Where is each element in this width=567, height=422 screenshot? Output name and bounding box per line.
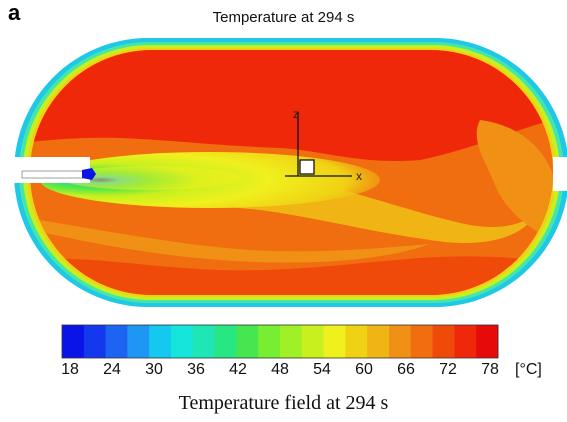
colorbar-swatch [476, 325, 499, 358]
colorbar-tick-label: 66 [397, 361, 415, 378]
warm-region-right [476, 120, 553, 240]
x-axis-label: x [356, 169, 362, 183]
colorbar-tick-label: 30 [145, 361, 163, 378]
z-axis-label: z [293, 107, 299, 121]
colorbar-tick-label: 54 [313, 361, 331, 378]
colorbar-frame [61, 324, 499, 359]
jet-plume-core [60, 166, 240, 190]
temperature-field-plot: z x [0, 38, 567, 359]
colorbar-swatch [389, 325, 412, 358]
colorbar-tick-label: 24 [103, 361, 121, 378]
inlet-left-pipe [21, 170, 85, 179]
colorbar-swatch [432, 325, 455, 358]
panel-letter: a [8, 0, 21, 25]
colorbar-swatch [83, 325, 106, 358]
colorbar-unit: [°C] [515, 361, 542, 378]
colorbar-tick-label: 36 [187, 361, 205, 378]
colorbar-tick-label: 42 [229, 361, 247, 378]
warm-tongue-lower [40, 220, 430, 263]
vessel-interior [30, 50, 553, 295]
hot-region-top [30, 50, 553, 162]
coordinate-axes [285, 112, 352, 177]
colorbar-swatch [105, 325, 128, 358]
colorbar-swatch [410, 325, 433, 358]
colorbar-swatch [192, 325, 215, 358]
colorbar-swatch [214, 325, 237, 358]
colorbar-swatch [236, 325, 259, 358]
colorbar-tick-label: 72 [439, 361, 457, 378]
plot-title: Temperature at 294 s [212, 9, 355, 26]
hot-region-bottom [30, 256, 553, 295]
colorbar-swatch [62, 325, 85, 358]
outlet-right [553, 157, 567, 191]
inlet-left [0, 157, 90, 183]
colorbar-swatch [171, 325, 194, 358]
colorbar-swatch [149, 325, 172, 358]
colorbar-tick-label: 18 [61, 361, 79, 378]
nozzle-jet-tip [82, 168, 96, 180]
colorbar-tick-label: 78 [481, 361, 499, 378]
colorbar-tick-label: 48 [271, 361, 289, 378]
colorbar-swatch [280, 325, 303, 358]
colorbar-swatch [367, 325, 390, 358]
colorbar-tick-labels: 18 24 30 36 42 48 54 60 66 72 78 [0, 361, 567, 385]
colorbar-swatch [301, 325, 324, 358]
colorbar-swatch [127, 325, 150, 358]
colorbar [61, 324, 499, 359]
colorbar-swatch [454, 325, 477, 358]
colorbar-swatch [345, 325, 368, 358]
colorbar-swatch [323, 325, 346, 358]
colorbar-swatch [258, 325, 281, 358]
figure-caption: Temperature field at 294 s [178, 392, 389, 414]
colorbar-tick-label: 60 [355, 361, 373, 378]
